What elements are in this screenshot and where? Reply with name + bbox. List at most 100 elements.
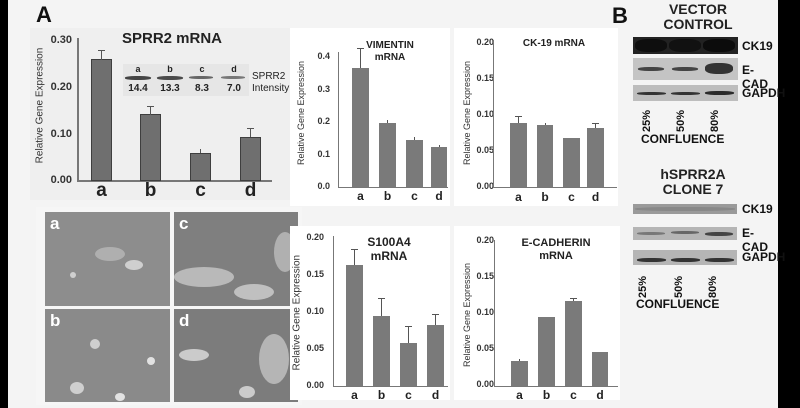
vector-lane-80: 80% [709,109,721,132]
ecad-bar-c [565,301,582,386]
s100a4-bar-a [346,265,363,386]
clone7-blot: hSPRR2A CLONE 7 CK19 E-CAD GAPDH 25% 50%… [623,160,785,311]
ck19-xcat: d [591,190,600,204]
vimentin-xcat: c [411,189,418,203]
s100a4-tick: 0.15 [306,269,324,279]
ck19-xcat: b [541,190,549,204]
vimentin-x-axis [338,187,448,188]
vimentin-tick: 0.0 [317,181,330,191]
vector-xlabel: CONFLUENCE [641,132,725,146]
ck19-tick: 0.15 [476,73,494,83]
vimentin-tick: 0.4 [317,51,330,61]
s100a4-xcat: b [377,388,386,402]
vimentin-bar-a [352,68,369,187]
sprr2-xcat: b [144,180,157,201]
vimentin-y-axis [338,52,339,188]
s100a4-title-2: mRNA [370,249,408,263]
vector-title-1: VECTOR [668,1,728,17]
ecad-xcat: d [596,388,604,402]
s100a4-errcap-d [432,314,439,315]
inset-lane-label: a [135,64,141,74]
vector-ecad-strip [633,58,738,80]
ecad-xcat: a [516,388,523,402]
sprr2-error-c [200,149,201,153]
s100a4-bar-c [400,343,417,386]
sprr2-tick: 0.10 [50,128,72,140]
ck19-bar-c [563,138,580,187]
vimentin-tick: 0.1 [317,149,330,159]
ck19-tick: 0.10 [476,109,494,119]
clone7-row-ck19: CK19 [742,202,773,216]
clone7-ck19-strip [633,204,737,214]
ck19-errcap-d [592,123,599,124]
ecad-error-a [519,359,520,361]
micrograph-d: d [174,309,298,402]
vimentin-errcap-a [357,48,364,49]
s100a4-errcap-c [405,326,412,327]
ecad-bar-d [592,352,608,386]
micrograph-grid: a c b d [36,207,302,405]
s100a4-xcat: c [405,388,412,402]
vimentin-title-2: mRNA [374,52,406,63]
ecad-xcat: c [570,388,577,402]
ck19-errcap-a [515,116,522,117]
ck19-bar-d [587,128,604,187]
micrograph-label: b [50,311,61,330]
inset-label-line2: Intensity [252,83,290,94]
micrograph-c: c [174,212,298,306]
ck19-error-d [595,123,596,128]
sprr2-bar-d [240,137,261,181]
ecad-tick: 0.10 [476,307,494,317]
vector-lane-25: 25% [641,109,653,132]
vector-title-2: CONTROL [663,16,733,32]
ecad-tick: 0.20 [476,235,494,245]
clone7-xlabel: CONFLUENCE [636,297,720,311]
vector-row-gapdh: GAPDH [742,86,786,100]
figure-canvas: A SPRR2 mRNA Relative Gene Expression 0.… [8,0,785,408]
micrograph-label: d [179,311,190,330]
micrograph-a: a [45,212,170,306]
vimentin-title-1: VIMENTIN [366,40,414,51]
ecad-y-axis [494,240,495,387]
ecad-xcat: b [542,388,551,402]
micrograph-label: c [179,214,189,233]
ck19-error-b [545,123,546,125]
s100a4-chart: S100A4 mRNA Relative Gene Expression 0.2… [290,226,450,402]
inset-lane-label: c [199,64,205,74]
sprr2-error-a [101,50,102,60]
vimentin-error-d [439,145,440,147]
inset-label-line1: SPRR2 [252,71,286,82]
ck19-tick: 0.05 [476,145,494,155]
s100a4-bar-b [373,316,390,386]
sprr2-error-d [250,128,251,137]
s100a4-errcap-a [351,249,358,250]
inset-band-d [221,76,245,79]
inset-lane-label: b [167,64,173,74]
sprr2-errcap-d [247,128,254,129]
panel-a-label: A [36,2,52,27]
vimentin-xcat: b [383,189,392,203]
vimentin-tick: 0.3 [317,84,330,94]
sprr2-tick: 0.30 [50,34,72,46]
vector-ck19-strip [633,37,738,54]
s100a4-errcap-b [378,298,385,299]
s100a4-y-axis [333,236,334,387]
ck19-error-a [518,116,519,123]
s100a4-tick: 0.05 [306,343,324,353]
s100a4-error-c [408,326,409,343]
ck19-x-axis [493,187,617,188]
ck19-xcat: c [568,190,575,204]
ecad-chart: E-CADHERIN mRNA Relative Gene Expression… [454,226,620,402]
sprr2-tick: 0.00 [50,174,72,186]
ecad-error-c [573,298,574,301]
ck19-tick: 0.20 [476,37,494,47]
sprr2-bar-c [190,153,211,181]
micrograph-label: a [50,214,60,233]
ck19-y-axis [493,40,494,188]
sprr2-bar-b [140,114,161,181]
sprr2-tick: 0.20 [50,81,72,93]
vimentin-tick: 0.2 [317,116,330,126]
inset-intensity-a: 14.4 [128,83,148,94]
inset-band-b [157,76,183,80]
s100a4-tick: 0.10 [306,306,324,316]
